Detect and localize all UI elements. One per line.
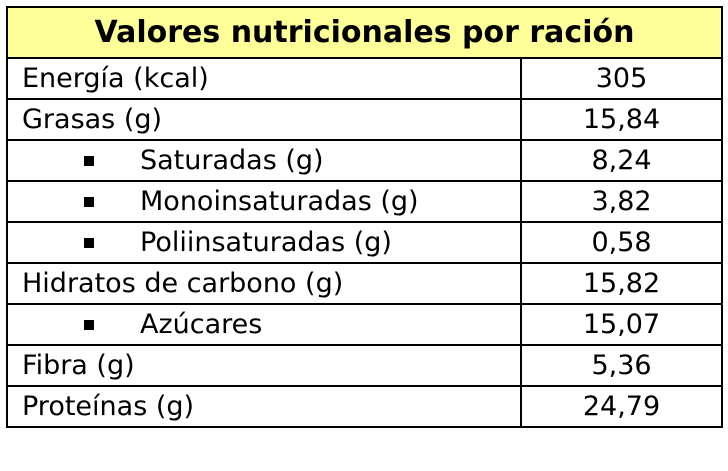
table-row: Saturadas (g) 8,24: [6, 139, 723, 182]
nutrition-table: Valores nutricionales por ración Energía…: [6, 6, 723, 428]
sub-row-label-cell: Monoinsaturadas (g): [6, 180, 522, 223]
table-row: Hidratos de carbono (g) 15,82: [6, 262, 723, 305]
bullet-icon: [84, 196, 94, 207]
row-label: Saturadas (g): [140, 145, 324, 176]
table-row: Fibra (g) 5,36: [6, 344, 723, 387]
row-value: 15,82: [520, 262, 723, 305]
row-value: 15,07: [520, 303, 723, 346]
row-label: Proteínas (g): [6, 385, 522, 428]
bullet-icon: [84, 237, 94, 248]
row-label: Grasas (g): [6, 98, 522, 141]
row-value: 8,24: [520, 139, 723, 182]
bullet-icon: [84, 319, 94, 330]
sub-row-label-cell: Poliinsaturadas (g): [6, 221, 522, 264]
table-row: Proteínas (g) 24,79: [6, 385, 723, 428]
table-row: Azúcares 15,07: [6, 303, 723, 346]
row-value: 3,82: [520, 180, 723, 223]
table-title: Valores nutricionales por ración: [6, 6, 723, 59]
sub-row-label-cell: Saturadas (g): [6, 139, 522, 182]
row-value: 5,36: [520, 344, 723, 387]
table-row: Energía (kcal) 305: [6, 57, 723, 100]
table-row: Poliinsaturadas (g) 0,58: [6, 221, 723, 264]
row-value: 0,58: [520, 221, 723, 264]
row-label: Monoinsaturadas (g): [140, 186, 419, 217]
table-row: Grasas (g) 15,84: [6, 98, 723, 141]
table-row: Monoinsaturadas (g) 3,82: [6, 180, 723, 223]
bullet-icon: [84, 155, 94, 166]
row-value: 24,79: [520, 385, 723, 428]
table-header-row: Valores nutricionales por ración: [6, 6, 723, 59]
row-label: Poliinsaturadas (g): [140, 227, 392, 258]
row-label: Azúcares: [140, 309, 263, 340]
row-label: Hidratos de carbono (g): [6, 262, 522, 305]
row-label: Fibra (g): [6, 344, 522, 387]
row-label: Energía (kcal): [6, 57, 522, 100]
row-value: 15,84: [520, 98, 723, 141]
row-value: 305: [520, 57, 723, 100]
sub-row-label-cell: Azúcares: [6, 303, 522, 346]
